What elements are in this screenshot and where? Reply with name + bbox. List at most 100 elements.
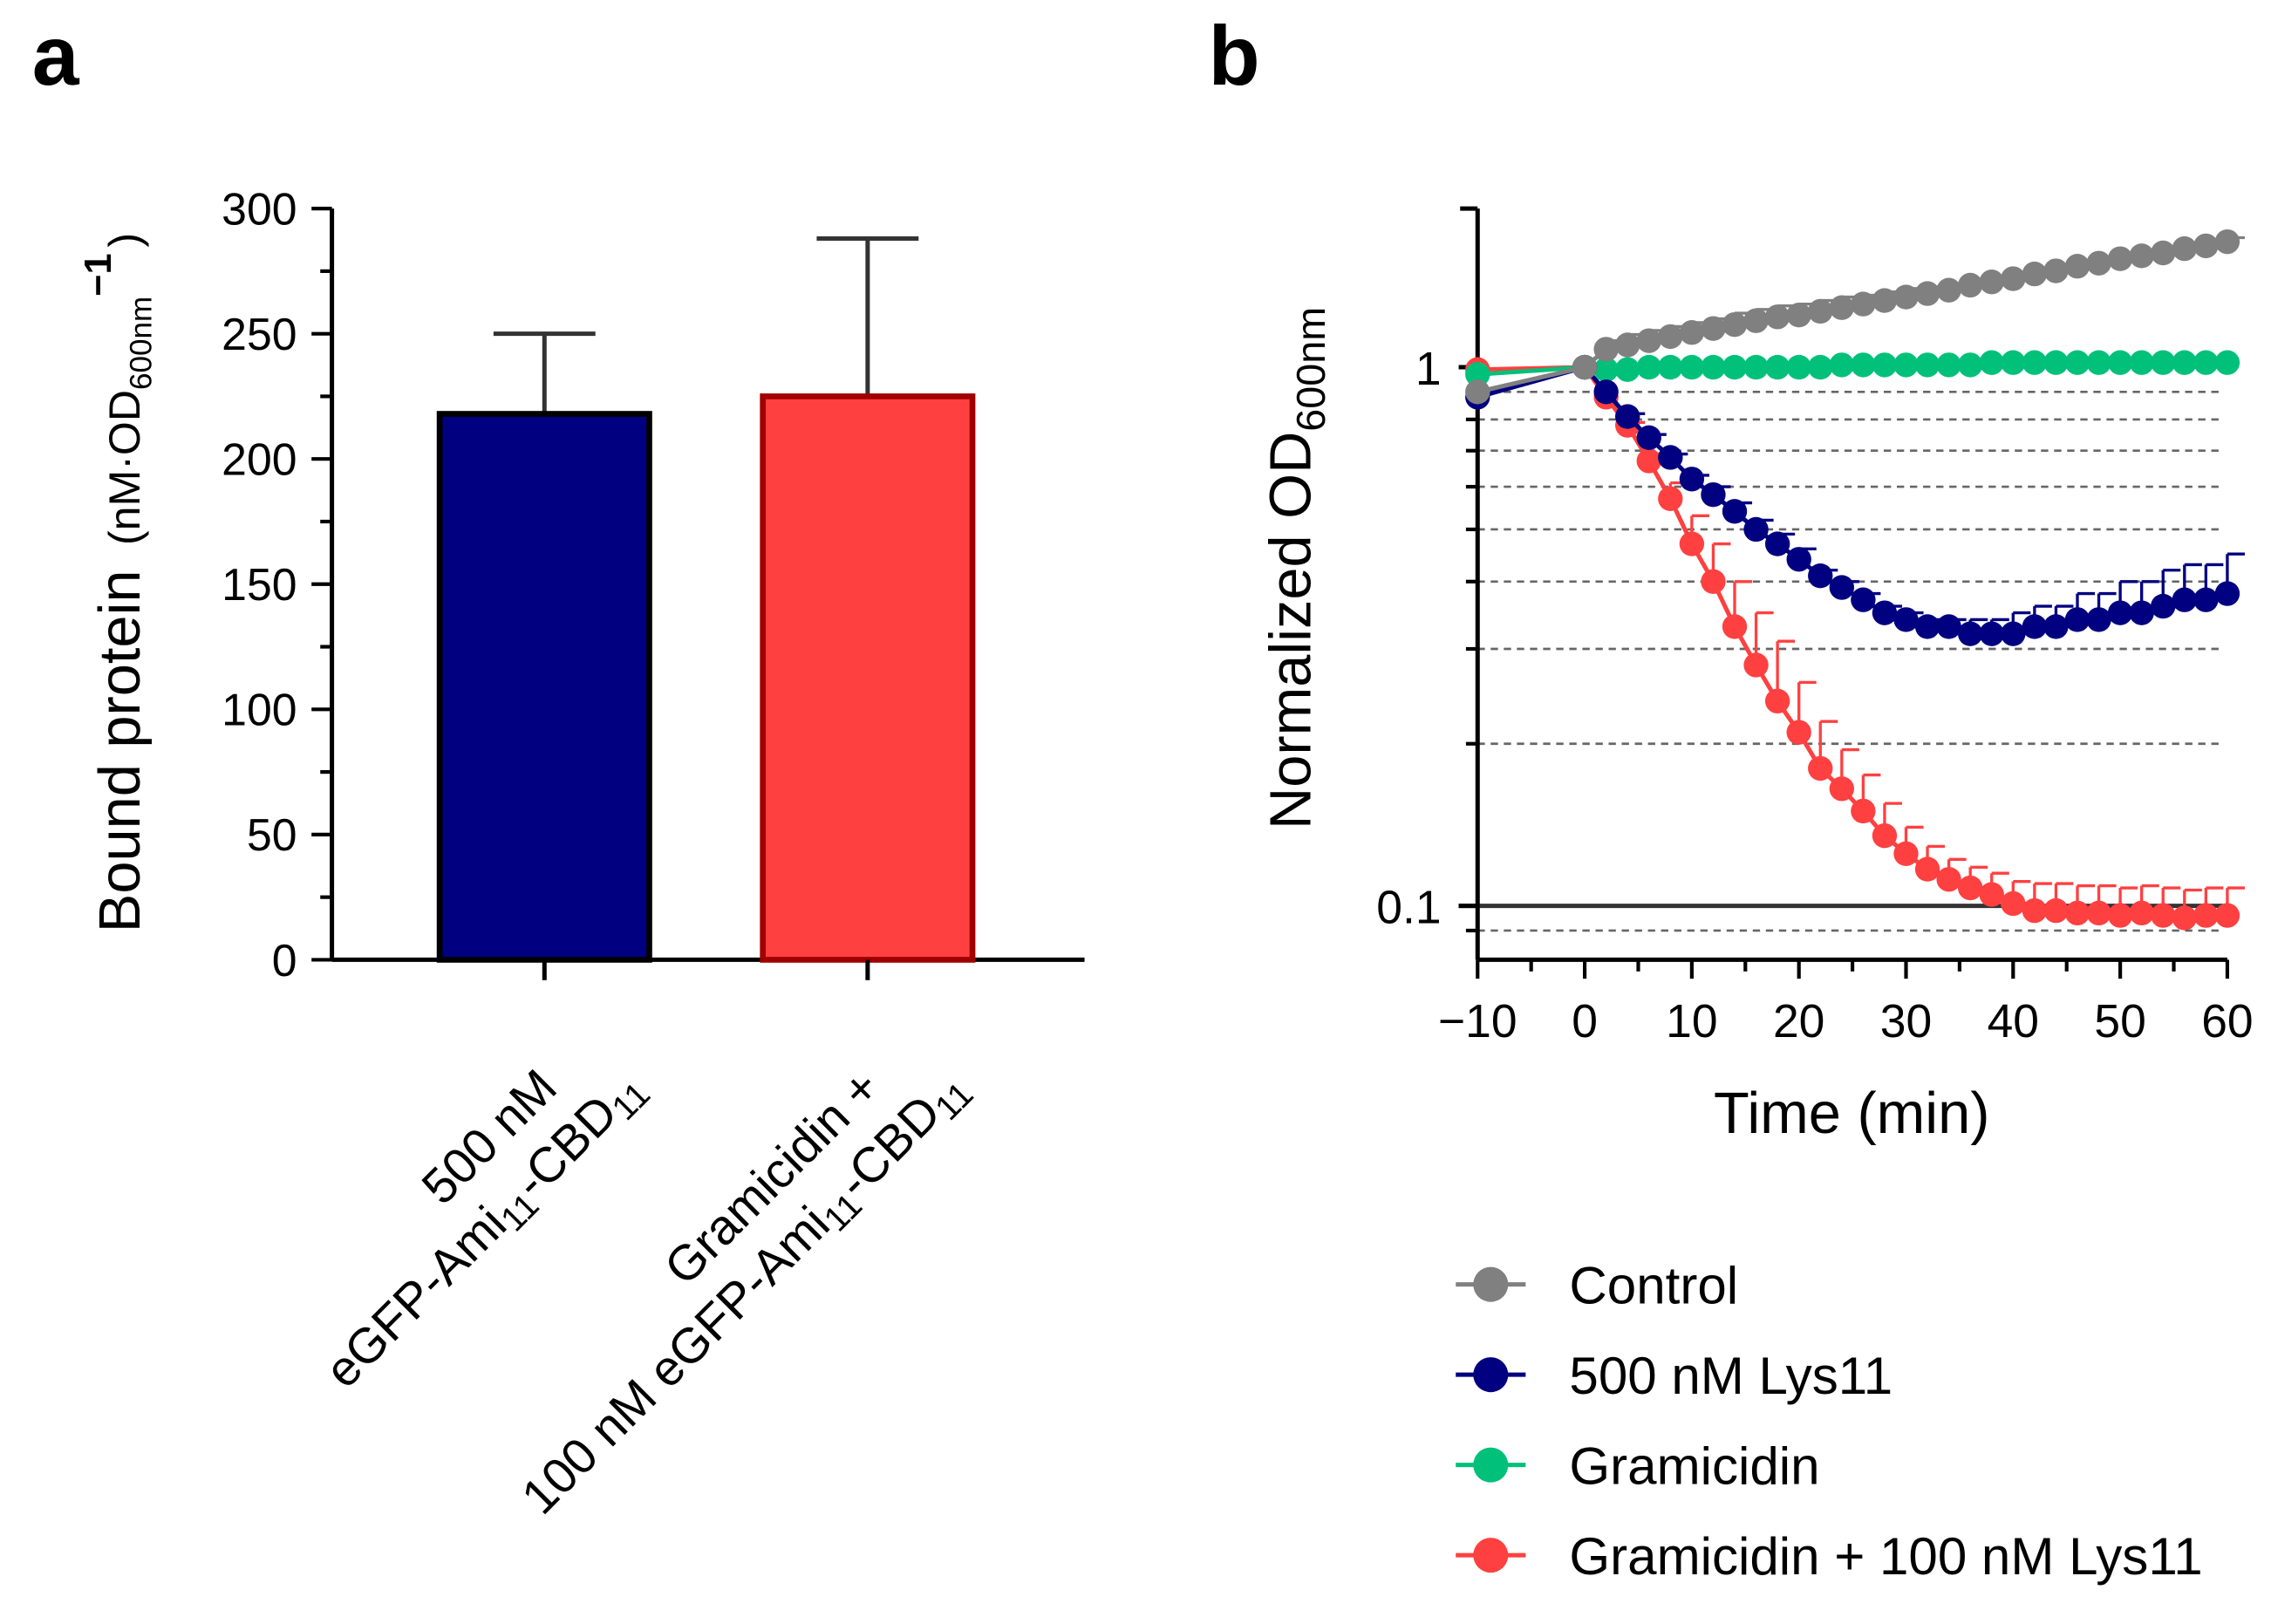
data-point bbox=[1658, 445, 1683, 470]
data-point bbox=[1658, 324, 1683, 350]
data-point bbox=[1615, 332, 1640, 358]
data-point bbox=[1829, 776, 1855, 802]
data-point bbox=[1701, 316, 1726, 341]
bar-y-tick-label: 200 bbox=[222, 434, 297, 485]
data-point bbox=[1701, 569, 1726, 595]
data-point bbox=[1572, 354, 1598, 380]
data-point bbox=[1936, 352, 1961, 378]
data-point bbox=[1872, 600, 1898, 625]
legend-label: 500 nM Lys11 bbox=[1569, 1347, 1892, 1405]
data-point bbox=[2001, 621, 2026, 646]
data-point bbox=[1957, 875, 1983, 901]
data-point bbox=[1979, 270, 2004, 295]
legend-label: Gramicidin + 100 nM Lys11 bbox=[1569, 1527, 2202, 1586]
series-control bbox=[1465, 229, 2245, 405]
data-point bbox=[2193, 903, 2219, 928]
x-tick-label: 0 bbox=[1572, 996, 1598, 1047]
data-point bbox=[2043, 614, 2069, 639]
data-point bbox=[1722, 614, 1748, 639]
data-point bbox=[2064, 607, 2090, 632]
legend: Control 500 nM Lys11 Gramicidin Gramicidin … bbox=[1456, 1256, 2203, 1586]
data-point bbox=[1914, 856, 1940, 882]
data-point bbox=[2214, 350, 2240, 375]
legend-marker bbox=[1473, 1266, 1509, 1302]
y-tick-label: 1 bbox=[1415, 344, 1442, 395]
data-point bbox=[1808, 563, 1833, 589]
data-point bbox=[2151, 350, 2176, 375]
data-point bbox=[1957, 621, 1983, 646]
bar-y-tick-label: 150 bbox=[222, 559, 297, 610]
data-point bbox=[2086, 350, 2111, 375]
data-point bbox=[1465, 362, 1490, 387]
data-point bbox=[1764, 688, 1790, 714]
data-point bbox=[1743, 354, 1769, 380]
data-point bbox=[2172, 587, 2197, 612]
data-point bbox=[1914, 614, 1940, 639]
data-point bbox=[1829, 352, 1855, 378]
data-point bbox=[1764, 354, 1790, 380]
data-point bbox=[2107, 246, 2133, 271]
data-point bbox=[1743, 308, 1769, 333]
data-point bbox=[1786, 547, 1811, 572]
bar-y-tick-label: 100 bbox=[222, 685, 297, 735]
data-point bbox=[2001, 350, 2026, 375]
data-point bbox=[1936, 867, 1961, 892]
data-point bbox=[2107, 903, 2133, 928]
data-point bbox=[2001, 266, 2026, 291]
series-lys bbox=[1465, 354, 2245, 646]
data-point bbox=[2214, 581, 2240, 606]
series-gram bbox=[1465, 350, 2240, 387]
data-point bbox=[2064, 900, 2090, 926]
data-point bbox=[1615, 404, 1640, 429]
bar-y-axis-label: Bound protein (nM·OD600nm−1) bbox=[78, 233, 159, 932]
data-point bbox=[1679, 531, 1705, 556]
data-point bbox=[1701, 481, 1726, 508]
data-point bbox=[1872, 822, 1898, 849]
data-point bbox=[2193, 233, 2219, 259]
data-point bbox=[1851, 798, 1876, 824]
data-point bbox=[1829, 295, 1855, 320]
panel-label-b: b bbox=[1208, 8, 1259, 103]
category-line2: eGFP-Ami bbox=[315, 1197, 517, 1399]
data-point bbox=[1722, 311, 1748, 338]
data-point bbox=[2086, 900, 2111, 926]
data-point bbox=[1636, 425, 1661, 451]
bar-chart: Bound protein (nM·OD600nm−1) 0 50 100 150 20… bbox=[78, 183, 1085, 1525]
data-point bbox=[2193, 350, 2219, 375]
series-gramlys bbox=[1465, 354, 2245, 931]
data-point bbox=[1914, 281, 1940, 306]
data-point bbox=[2193, 587, 2219, 612]
x-tick-label: 30 bbox=[1880, 996, 1932, 1047]
data-point bbox=[1957, 352, 1983, 378]
data-point bbox=[1701, 354, 1726, 380]
line-y-label-sub: 600nm bbox=[1288, 307, 1333, 432]
data-point bbox=[2129, 243, 2154, 269]
data-point bbox=[2043, 897, 2069, 924]
data-point bbox=[1615, 357, 1640, 382]
data-point bbox=[1979, 350, 2004, 375]
legend-label: Control bbox=[1569, 1256, 1738, 1314]
data-point bbox=[2107, 600, 2133, 625]
data-point bbox=[2022, 350, 2048, 375]
line-x-axis-label: Time (min) bbox=[1714, 1082, 1989, 1146]
data-point bbox=[1743, 652, 1769, 678]
data-point bbox=[1893, 352, 1919, 378]
data-point bbox=[2151, 593, 2176, 619]
y-tick-label: 0.1 bbox=[1376, 883, 1441, 934]
data-point bbox=[1636, 354, 1661, 380]
data-point bbox=[1465, 379, 1490, 405]
data-point bbox=[1658, 354, 1683, 380]
data-point bbox=[1722, 499, 1748, 524]
data-point bbox=[1679, 354, 1705, 380]
data-point bbox=[1936, 614, 1961, 639]
data-point bbox=[1808, 755, 1833, 781]
series-line bbox=[1477, 365, 2227, 920]
data-point bbox=[2151, 903, 2176, 928]
x-tick-label: 40 bbox=[1988, 996, 2039, 1047]
data-point bbox=[1914, 352, 1940, 378]
data-point bbox=[1593, 379, 1619, 405]
bar-y-label-unit: (nM·OD bbox=[100, 390, 149, 545]
data-point bbox=[1764, 531, 1790, 556]
data-point bbox=[1636, 448, 1661, 474]
legend-marker bbox=[1473, 1357, 1509, 1393]
